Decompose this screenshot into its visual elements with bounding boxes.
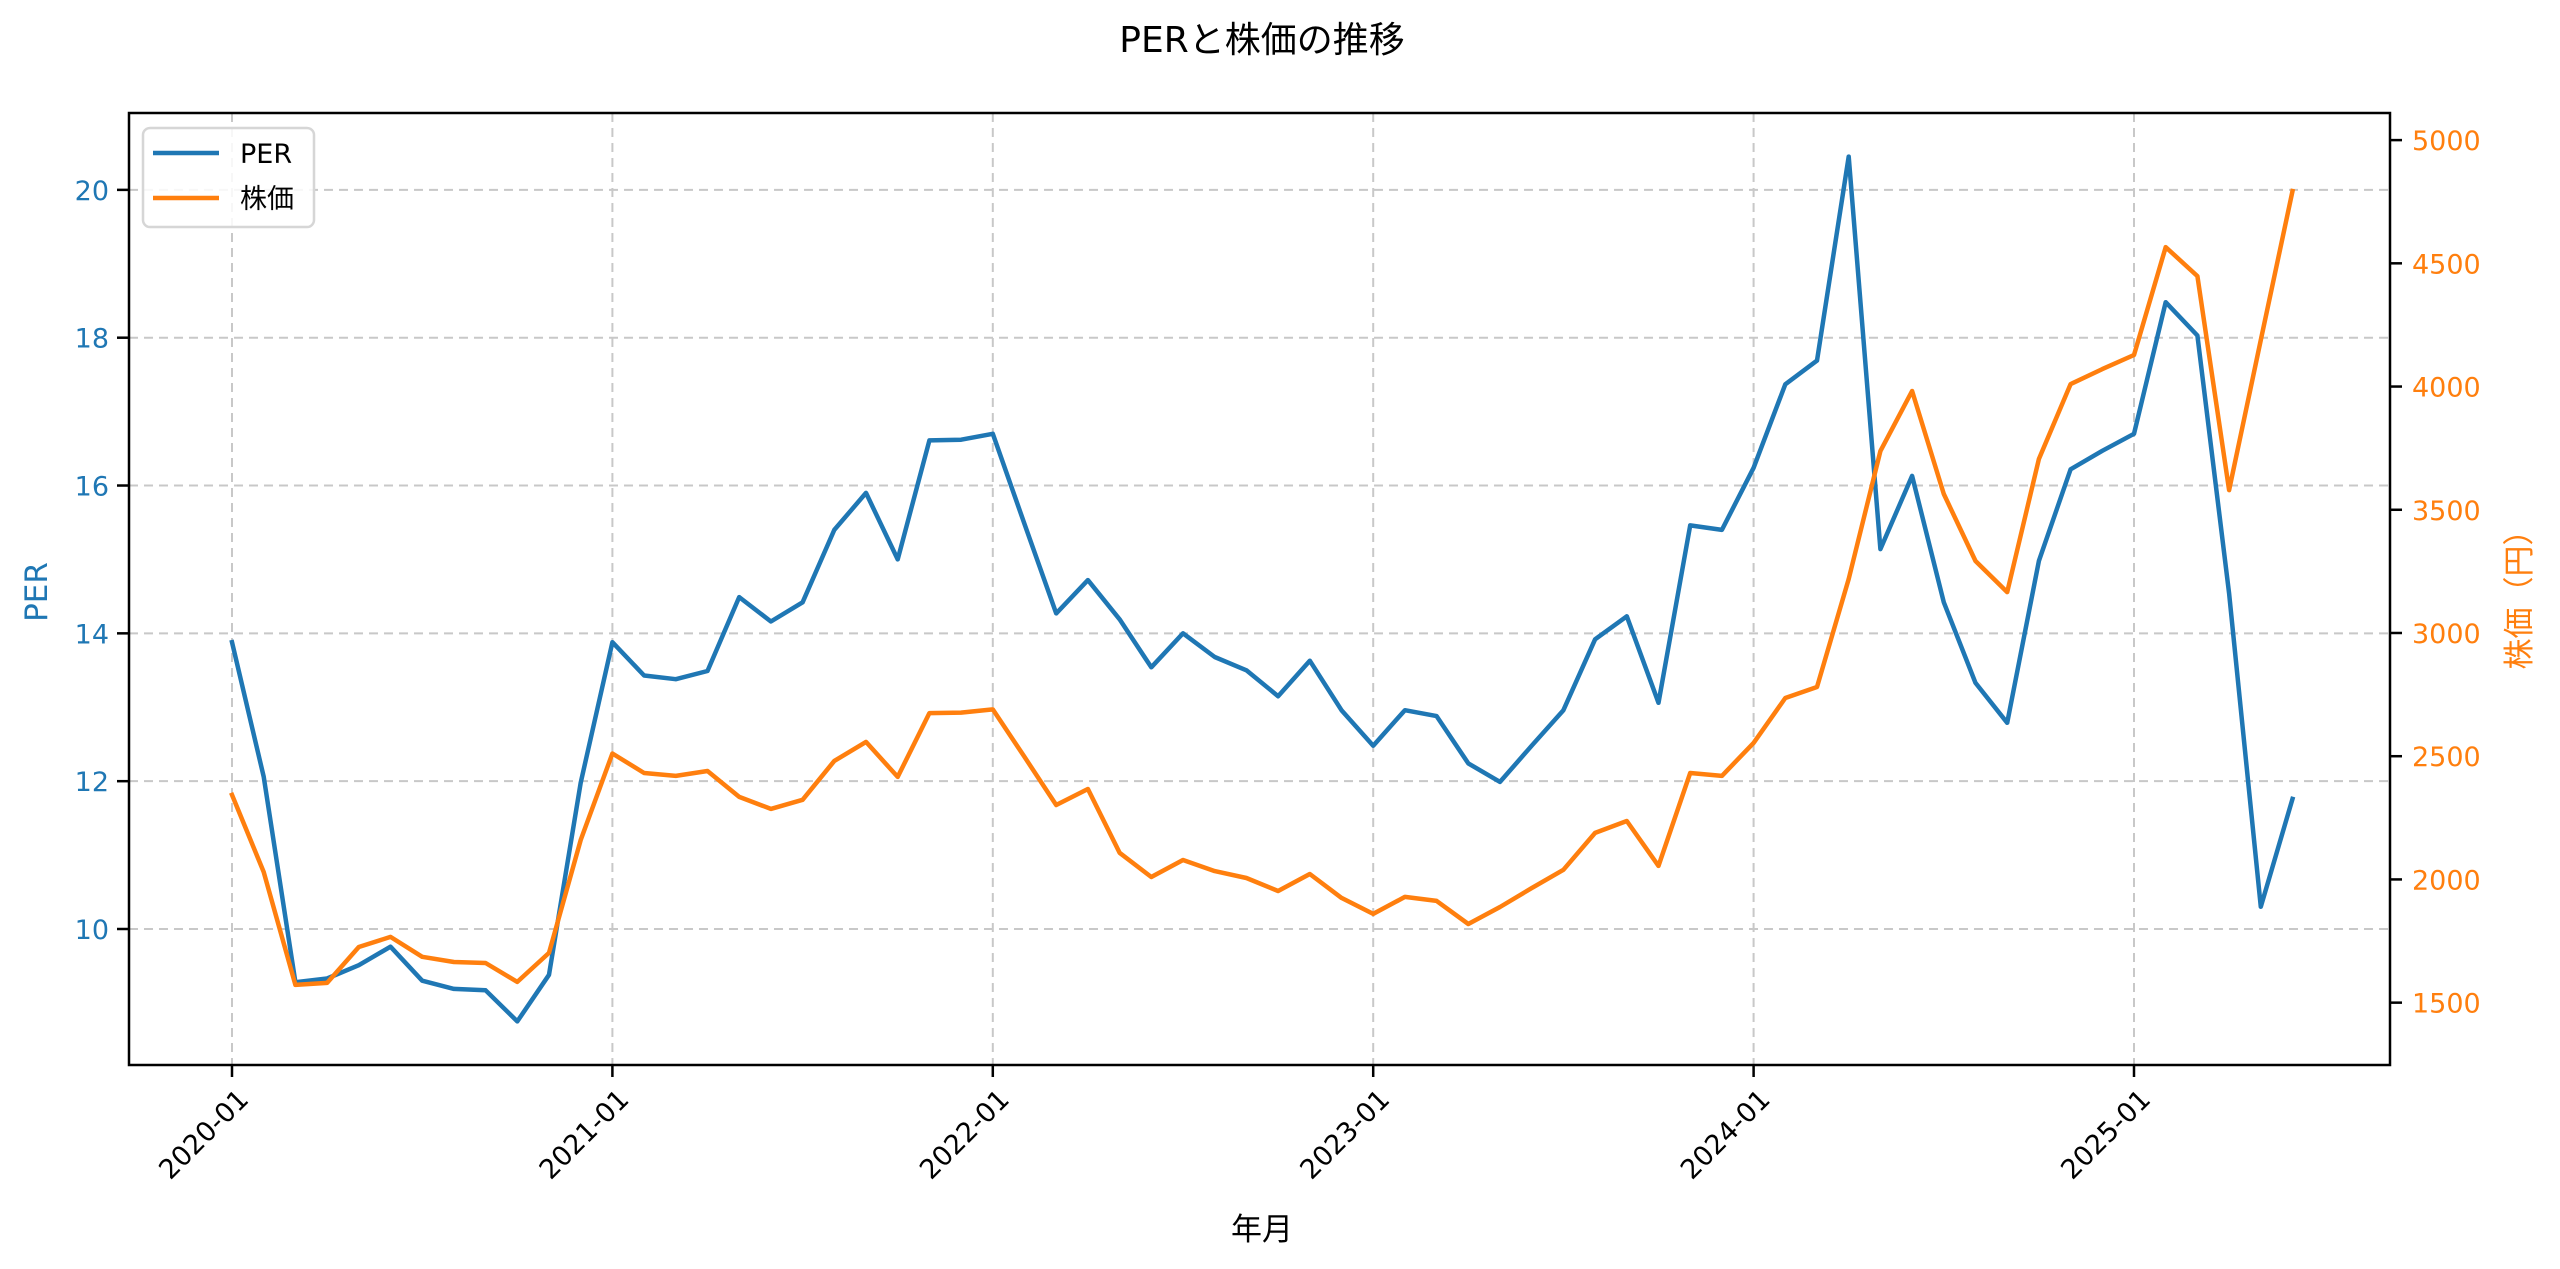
right-y-axis-label: 株価（円） xyxy=(2502,515,2538,670)
y-right-tick-label: 2500 xyxy=(2412,742,2481,773)
legend: PER 株価 xyxy=(141,126,316,229)
grid-lines xyxy=(129,113,2390,1065)
right-y-axis-ticks: 1500 2000 2500 3000 3500 4000 4500 5000 xyxy=(2390,126,2481,1020)
plot-area-frame xyxy=(127,111,2392,1067)
plot-series xyxy=(229,154,2296,1024)
y-right-tick-label: 2000 xyxy=(2412,865,2481,896)
x-tick-label: 2020-01 xyxy=(153,1084,255,1186)
y-left-tick-label: 12 xyxy=(75,767,109,798)
x-tick-label: 2023-01 xyxy=(1294,1084,1396,1186)
y-right-tick-label: 4000 xyxy=(2412,373,2481,404)
y-right-tick-label: 4500 xyxy=(2412,249,2481,280)
y-right-tick-label: 1500 xyxy=(2412,989,2481,1020)
y-left-tick-label: 20 xyxy=(75,176,109,207)
y-left-tick-label: 16 xyxy=(75,472,109,503)
x-axis-label: 年月 xyxy=(1231,1212,1293,1248)
y-left-tick-label: 18 xyxy=(75,324,109,355)
stock-price-line xyxy=(229,188,2296,988)
legend-label-stock-price: 株価 xyxy=(240,184,294,215)
per-line xyxy=(229,154,2296,1024)
x-tick-label: 2024-01 xyxy=(1675,1084,1777,1186)
left-y-axis-label: PER xyxy=(19,562,55,622)
y-right-tick-label: 3500 xyxy=(2412,496,2481,527)
y-right-tick-label: 5000 xyxy=(2412,126,2481,157)
y-left-tick-label: 10 xyxy=(75,915,109,946)
y-left-tick-label: 14 xyxy=(75,619,109,650)
x-tick-label: 2021-01 xyxy=(534,1084,636,1186)
legend-label-per: PER xyxy=(240,139,292,170)
x-tick-label: 2025-01 xyxy=(2055,1084,2157,1186)
x-axis-ticks: 2020-01 2021-01 2022-01 2023-01 2024-01 2025-… xyxy=(153,1065,2157,1186)
x-tick-label: 2022-01 xyxy=(914,1084,1016,1186)
y-right-tick-label: 3000 xyxy=(2412,619,2481,650)
chart-title: PERと株価の推移 xyxy=(1119,20,1404,61)
left-y-axis-ticks: 10 12 14 16 18 20 xyxy=(75,176,129,946)
